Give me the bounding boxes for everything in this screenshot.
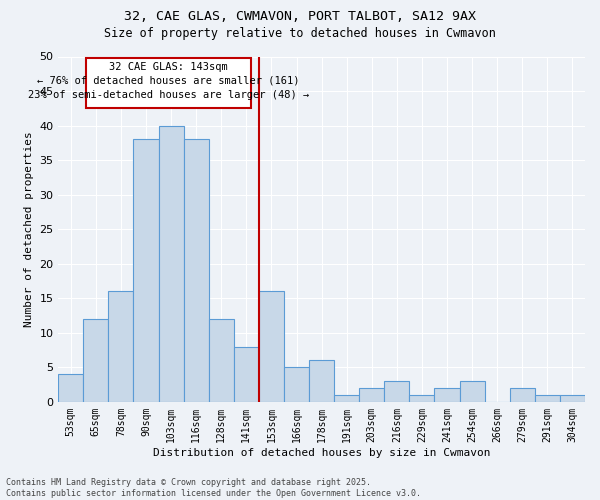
Bar bbox=[359, 388, 385, 402]
Bar bbox=[434, 388, 460, 402]
Bar bbox=[460, 381, 485, 402]
Bar bbox=[385, 381, 409, 402]
Text: 23% of semi-detached houses are larger (48) →: 23% of semi-detached houses are larger (… bbox=[28, 90, 309, 101]
Bar bbox=[535, 395, 560, 402]
Bar bbox=[284, 368, 309, 402]
Bar bbox=[259, 292, 284, 402]
Bar bbox=[334, 395, 359, 402]
Bar bbox=[560, 395, 585, 402]
Bar bbox=[109, 292, 133, 402]
X-axis label: Distribution of detached houses by size in Cwmavon: Distribution of detached houses by size … bbox=[153, 448, 490, 458]
Text: ← 76% of detached houses are smaller (161): ← 76% of detached houses are smaller (16… bbox=[37, 76, 300, 86]
Text: 32, CAE GLAS, CWMAVON, PORT TALBOT, SA12 9AX: 32, CAE GLAS, CWMAVON, PORT TALBOT, SA12… bbox=[124, 10, 476, 23]
FancyBboxPatch shape bbox=[86, 58, 251, 108]
Y-axis label: Number of detached properties: Number of detached properties bbox=[23, 132, 34, 327]
Bar bbox=[158, 126, 184, 402]
Bar bbox=[234, 346, 259, 402]
Text: Contains HM Land Registry data © Crown copyright and database right 2025.
Contai: Contains HM Land Registry data © Crown c… bbox=[6, 478, 421, 498]
Bar bbox=[409, 395, 434, 402]
Bar bbox=[184, 140, 209, 402]
Bar bbox=[58, 374, 83, 402]
Bar bbox=[510, 388, 535, 402]
Bar bbox=[133, 140, 158, 402]
Bar bbox=[209, 319, 234, 402]
Bar bbox=[309, 360, 334, 402]
Text: Size of property relative to detached houses in Cwmavon: Size of property relative to detached ho… bbox=[104, 28, 496, 40]
Bar bbox=[83, 319, 109, 402]
Text: 32 CAE GLAS: 143sqm: 32 CAE GLAS: 143sqm bbox=[109, 62, 228, 72]
